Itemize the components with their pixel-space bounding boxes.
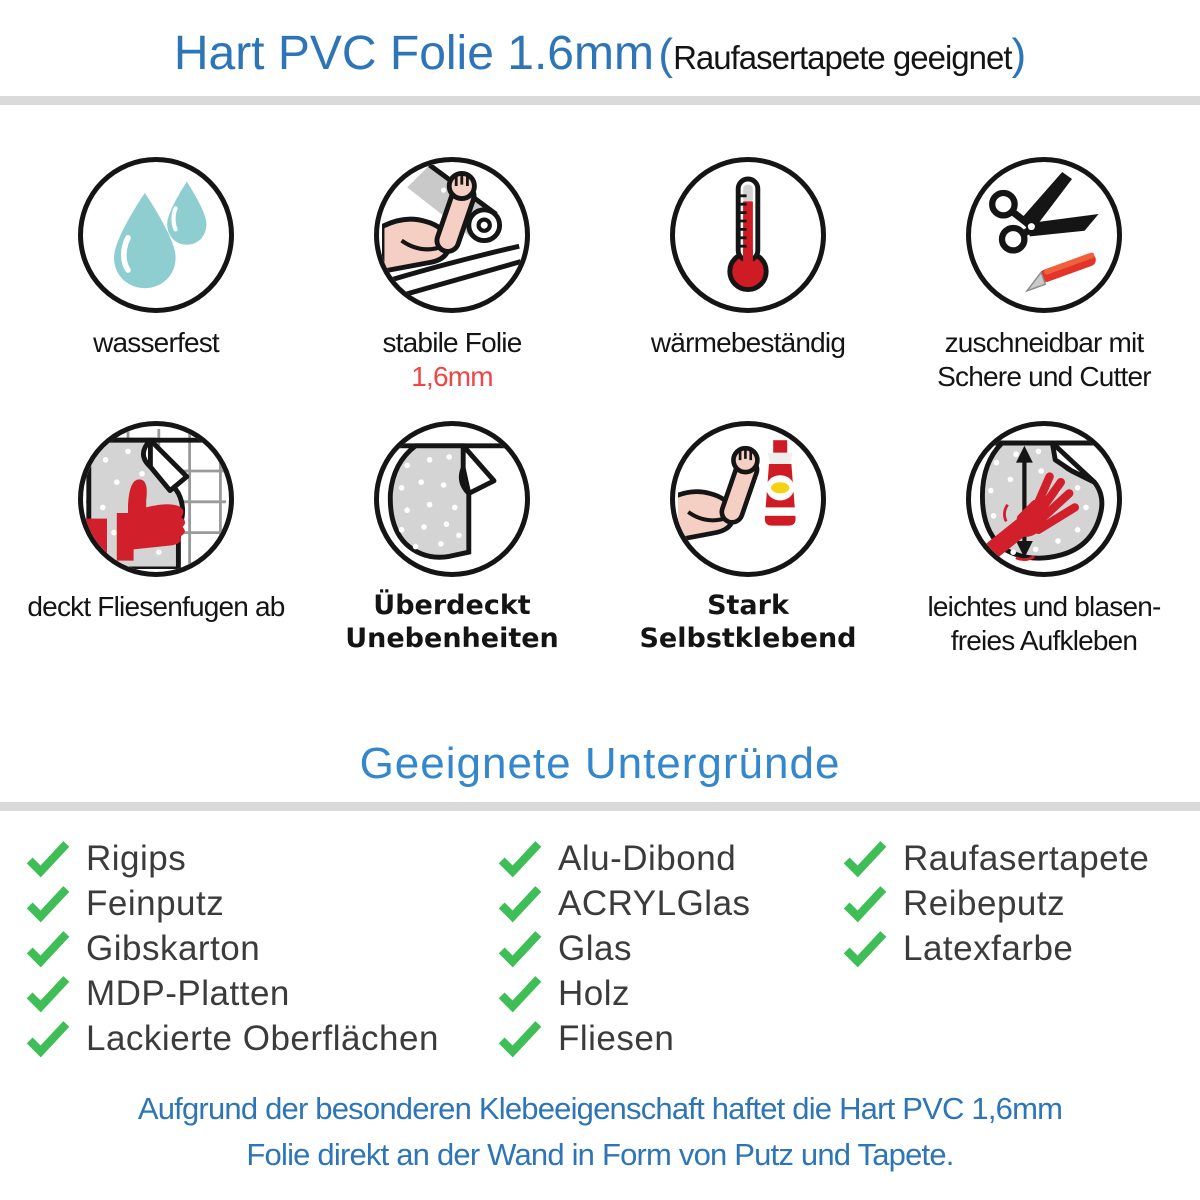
checkmark-icon xyxy=(26,885,70,922)
checkmark-icon xyxy=(498,975,542,1012)
surface-label: Rigips xyxy=(86,839,187,879)
feature-label-line2: Selbstklebend xyxy=(639,623,857,655)
feature-label: wärmebeständig xyxy=(650,327,846,358)
list-item: Fliesen xyxy=(498,1017,843,1062)
checkmark-icon xyxy=(498,930,542,967)
suitable-surfaces-list: Rigips Feinputz Gibskarton MDP-Platten L… xyxy=(0,811,1200,1062)
checkmark-icon xyxy=(498,840,542,877)
feature-grid: wasserfest xyxy=(0,105,1200,659)
feature-label: zuschneidbar mit xyxy=(944,327,1145,358)
feature-cuttable: zuschneidbar mit Schere und Cutter xyxy=(896,105,1192,394)
surface-label: Latexfarbe xyxy=(903,929,1074,969)
title-close-paren: ) xyxy=(1011,30,1027,79)
feature-waterproof: wasserfest xyxy=(8,105,304,394)
top-divider xyxy=(0,96,1200,105)
feature-label: stabile Folie xyxy=(382,327,522,358)
list-item: Holz xyxy=(498,972,843,1017)
foil-fold-icon xyxy=(387,443,517,560)
scissors-cutter-icon xyxy=(989,172,1099,293)
feature-self-adhesive: Stark Selbstklebend xyxy=(600,394,896,658)
water-drops-icon xyxy=(114,181,207,289)
surface-label: Gibskarton xyxy=(86,929,261,969)
feature-bubble-free-application: leichtes und blasen- freies Aufkleben xyxy=(896,394,1192,658)
feature-label-line2: Unebenheiten xyxy=(345,623,559,655)
middle-divider xyxy=(0,801,1200,811)
surface-label: Raufasertapete xyxy=(903,839,1150,879)
feature-label: Überdeckt xyxy=(373,590,531,622)
muscle-glue-icon xyxy=(678,440,796,543)
page-title: Hart PVC Folie 1.6mm xyxy=(173,27,654,80)
surface-label: Feinputz xyxy=(86,884,225,924)
surface-label: Alu-Dibond xyxy=(558,839,737,879)
feature-thickness-label: 1,6mm xyxy=(411,361,493,393)
footer-line-1: Aufgrund der besonderen Klebeeigenschaft… xyxy=(137,1090,1063,1126)
surface-label: ACRYLGlas xyxy=(558,884,751,924)
title-open-paren: ( xyxy=(658,30,674,79)
feature-label: wasserfest xyxy=(93,327,220,358)
list-item: Lackierte Oberflächen xyxy=(26,1017,498,1062)
checkmark-icon xyxy=(498,1020,542,1057)
footer-note: Aufgrund der besonderen Klebeeigenschaft… xyxy=(0,1086,1200,1179)
list-item: ACRYLGlas xyxy=(498,882,843,927)
checkmark-icon xyxy=(843,885,887,922)
list-item: Feinputz xyxy=(26,882,498,927)
checkmark-icon xyxy=(843,840,887,877)
list-item: Alu-Dibond xyxy=(498,837,843,882)
checkmark-icon xyxy=(26,930,70,967)
page-header: Hart PVC Folie 1.6mm (Raufasertapete gee… xyxy=(0,0,1200,96)
surface-label: MDP-Platten xyxy=(86,974,290,1014)
checklist-column-2: Alu-Dibond ACRYLGlas Glas Holz Fliesen xyxy=(498,837,843,1062)
list-item: Raufasertapete xyxy=(843,837,1200,882)
list-item: MDP-Platten xyxy=(26,972,498,1017)
feature-covers-unevenness: Überdeckt Unebenheiten xyxy=(304,394,600,658)
checklist-column-3: Raufasertapete Reibeputz Latexfarbe xyxy=(843,837,1200,972)
tile-joints-thumb-icon xyxy=(86,429,226,570)
page-subtitle: Raufasertapete geeignet xyxy=(673,39,1012,76)
feature-label: leichtes und blasen- xyxy=(927,591,1161,623)
surface-label: Reibeputz xyxy=(903,884,1066,924)
feature-label: Stark xyxy=(707,590,789,622)
list-item: Latexfarbe xyxy=(843,927,1200,972)
checkmark-icon xyxy=(26,975,70,1012)
surface-label: Holz xyxy=(558,974,631,1014)
feature-stable-foil: stabile Folie 1,6mm xyxy=(304,105,600,394)
list-item: Glas xyxy=(498,927,843,972)
feature-label-line2: freies Aufkleben xyxy=(950,625,1138,657)
checkmark-icon xyxy=(498,885,542,922)
checkmark-icon xyxy=(26,840,70,877)
footer-line-2: Folie direkt an der Wand in Form von Put… xyxy=(246,1137,954,1173)
hand-smoothing-icon xyxy=(979,440,1106,562)
thermometer-icon xyxy=(727,176,769,293)
surface-label: Glas xyxy=(558,929,632,969)
suitable-surfaces-heading: Geeignete Untergründe xyxy=(359,738,841,788)
feature-label-line2: Schere und Cutter xyxy=(937,361,1151,393)
feature-label: deckt Fliesenfugen ab xyxy=(27,591,285,623)
checkmark-icon xyxy=(843,930,887,967)
list-item: Gibskarton xyxy=(26,927,498,972)
surface-label: Fliesen xyxy=(558,1019,675,1059)
list-item: Rigips xyxy=(26,837,498,882)
list-item: Reibeputz xyxy=(843,882,1200,927)
feature-heat-resistant: wärmebeständig xyxy=(600,105,896,394)
checklist-column-1: Rigips Feinputz Gibskarton MDP-Platten L… xyxy=(26,837,498,1062)
feature-covers-tile-joints: deckt Fliesenfugen ab xyxy=(8,394,304,658)
muscle-foil-roll-icon xyxy=(382,165,522,302)
surface-label: Lackierte Oberflächen xyxy=(86,1019,439,1059)
checkmark-icon xyxy=(26,1020,70,1057)
